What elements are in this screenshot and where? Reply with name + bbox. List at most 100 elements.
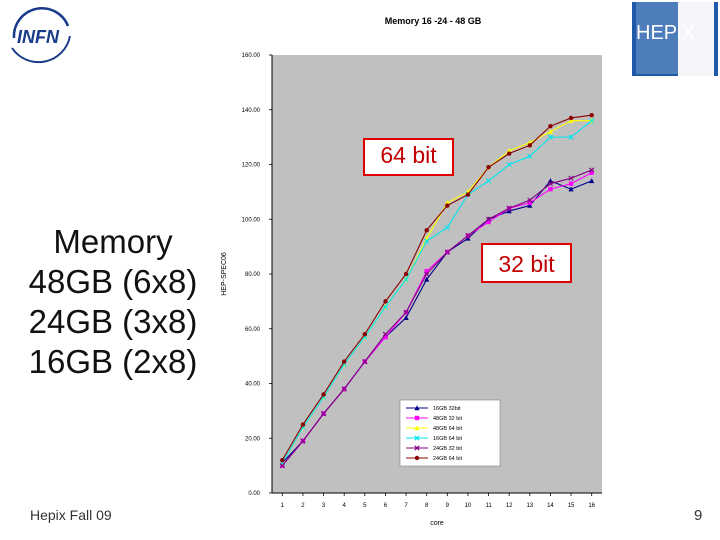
y-tick-label: 60.00 <box>245 327 261 333</box>
data-point <box>341 359 347 364</box>
data-point <box>444 224 450 231</box>
series-line <box>281 169 592 466</box>
data-point <box>280 457 285 463</box>
data-point <box>341 386 347 392</box>
x-tick-label: 6 <box>384 503 388 509</box>
marker-stroke <box>341 386 347 392</box>
marker-stroke <box>485 178 492 184</box>
marker-stroke <box>547 134 554 140</box>
data-point <box>486 165 491 170</box>
marker-stroke <box>382 331 389 337</box>
data-point <box>424 228 429 233</box>
series-line <box>281 114 592 461</box>
x-tick-label: 13 <box>526 503 533 509</box>
data-point <box>589 113 594 118</box>
data-point <box>506 151 512 156</box>
marker-stroke <box>424 238 430 244</box>
x-tick-label: 14 <box>547 503 554 509</box>
marker-stroke <box>279 463 285 469</box>
data-point <box>506 208 512 214</box>
data-point <box>279 463 285 469</box>
marker-stroke <box>568 175 574 181</box>
chart-legend: 16GB 32bit 48GB 32 bit 48GB 64 bit 16GB 64 … <box>399 399 501 467</box>
x-tick-label: 12 <box>506 503 513 509</box>
x-tick-label: 3 <box>322 503 326 509</box>
y-tick-label: 80.00 <box>245 272 261 278</box>
data-point <box>362 332 368 337</box>
marker-stroke <box>547 181 554 187</box>
data-point <box>589 118 595 124</box>
x-tick-label: 11 <box>485 503 492 509</box>
data-point <box>568 175 574 181</box>
data-point <box>485 178 492 184</box>
data-point <box>465 233 471 239</box>
memory-line-24gb: 24GB (3x8) <box>28 303 198 340</box>
data-point <box>465 235 471 241</box>
data-point <box>568 181 574 186</box>
data-point <box>568 115 574 121</box>
x-tick-label: 1 <box>281 503 285 509</box>
data-point <box>485 216 492 222</box>
series-4 <box>279 167 595 469</box>
data-point <box>568 134 574 140</box>
legend-label: 24GB 32 bit <box>433 446 463 452</box>
data-point <box>300 438 306 444</box>
marker-stroke <box>444 224 450 231</box>
data-point <box>403 309 409 315</box>
data-point <box>382 304 389 310</box>
legend-label: 24GB 64 bit <box>433 456 463 462</box>
data-point <box>445 203 450 208</box>
data-point <box>321 392 326 397</box>
x-tick-label: 8 <box>425 503 429 509</box>
marker-stroke <box>424 271 430 277</box>
data-point <box>486 219 491 225</box>
data-point <box>506 205 512 211</box>
data-point <box>403 271 409 277</box>
data-point <box>527 143 533 148</box>
data-point <box>547 134 554 140</box>
data-point <box>506 148 512 154</box>
data-point <box>444 200 450 206</box>
data-point <box>589 167 595 173</box>
marker-stroke <box>414 445 420 451</box>
data-point <box>383 334 388 340</box>
x-axis-label: core <box>430 520 444 527</box>
marker-stroke <box>465 233 471 239</box>
data-point <box>548 123 553 129</box>
data-point <box>424 269 429 274</box>
y-tick-label: 120.00 <box>242 163 261 169</box>
y-tick-label: 160.00 <box>242 53 261 59</box>
x-tick-label: 9 <box>446 503 450 509</box>
marker-stroke <box>589 118 595 124</box>
memory-heading: Memory <box>53 223 173 260</box>
x-tick-label: 10 <box>465 503 472 509</box>
data-point <box>527 202 533 208</box>
marker-stroke <box>506 205 512 211</box>
legend-label: 48GB 64 bit <box>433 426 463 432</box>
data-point <box>300 422 306 427</box>
legend-label: 16GB 64 bit <box>433 436 463 442</box>
marker-stroke <box>568 134 574 140</box>
logo-arc <box>12 7 70 39</box>
data-point <box>547 128 554 134</box>
data-point <box>547 181 554 187</box>
data-point <box>424 271 430 277</box>
memory-config-text: Memory 48GB (6x8) 24GB (3x8) 16GB (2x8) <box>18 222 208 382</box>
hepix-logo-text: HEPiX <box>636 22 695 44</box>
callout-64-bit: 64 bit <box>363 138 454 176</box>
data-point <box>362 358 368 365</box>
marker-stroke <box>403 309 409 315</box>
legend-marker <box>414 445 420 451</box>
series-line <box>281 120 593 464</box>
x-tick-label: 5 <box>363 503 367 509</box>
marker-stroke <box>506 161 512 168</box>
infn-logo: INFN <box>11 7 71 64</box>
chart-title: Memory 16 -24 - 48 GB <box>385 16 482 26</box>
marker-stroke <box>527 197 533 203</box>
marker-stroke <box>589 167 595 173</box>
data-point <box>527 200 533 206</box>
data-point <box>568 117 574 123</box>
marker-stroke <box>403 276 409 283</box>
x-tick-label: 15 <box>568 503 575 509</box>
legend-box <box>399 399 501 467</box>
